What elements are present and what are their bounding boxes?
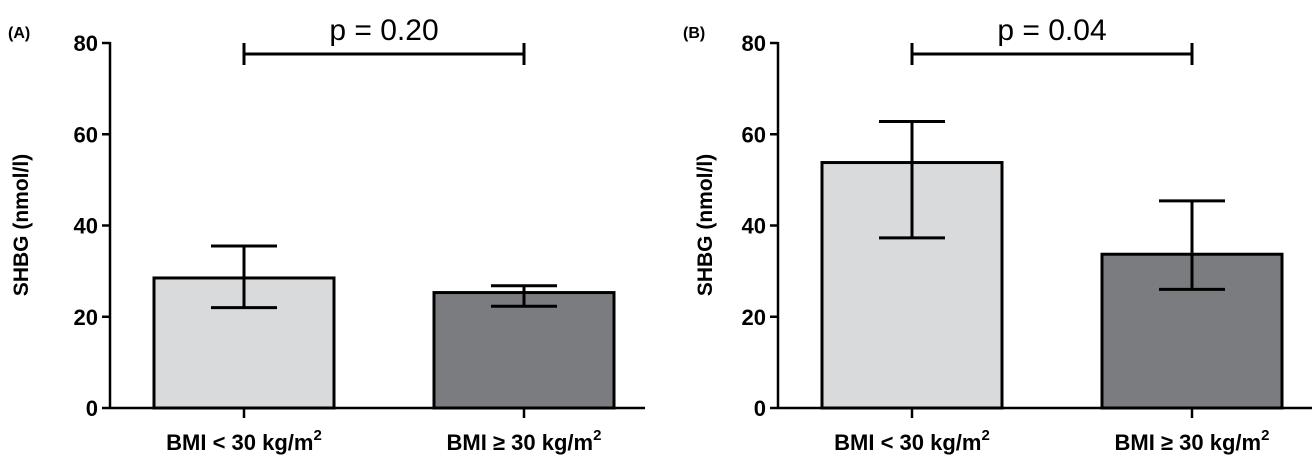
y-tick-label: 0	[754, 396, 766, 421]
y-tick-label: 20	[742, 305, 766, 330]
y-tick-label: 80	[742, 31, 766, 56]
y-tick-label: 60	[74, 122, 98, 147]
panel-label: (A)	[8, 25, 30, 42]
y-tick-label: 0	[86, 396, 98, 421]
chart-panel-1: (A) SHBG (nmol/l) 0 20 40 60 80 BMI < 30 kg/m2 B…	[8, 14, 645, 455]
p-value-annotation: p = 0.20	[329, 14, 438, 47]
x-tick-label: BMI < 30 kg/m2	[834, 427, 990, 455]
x-tick-label: BMI ≥ 30 kg/m2	[447, 427, 602, 455]
p-value-annotation: p = 0.04	[997, 14, 1106, 47]
panel-label: (B)	[683, 25, 705, 42]
y-axis-title: SHBG (nmol/l)	[10, 154, 33, 296]
bar	[432, 291, 616, 410]
y-tick-label: 20	[74, 305, 98, 330]
chart-panel-2: (B) SHBG (nmol/l) 0 20 40 60 80 BMI < 30 kg/m2 B…	[683, 14, 1312, 455]
y-tick-label: 60	[742, 122, 766, 147]
y-tick-label: 40	[74, 214, 98, 239]
y-tick-label: 40	[742, 214, 766, 239]
x-tick-label: BMI < 30 kg/m2	[166, 427, 322, 455]
y-tick-label: 80	[74, 31, 98, 56]
x-tick-label: BMI ≥ 30 kg/m2	[1115, 427, 1270, 455]
y-axis-title: SHBG (nmol/l)	[694, 154, 717, 296]
